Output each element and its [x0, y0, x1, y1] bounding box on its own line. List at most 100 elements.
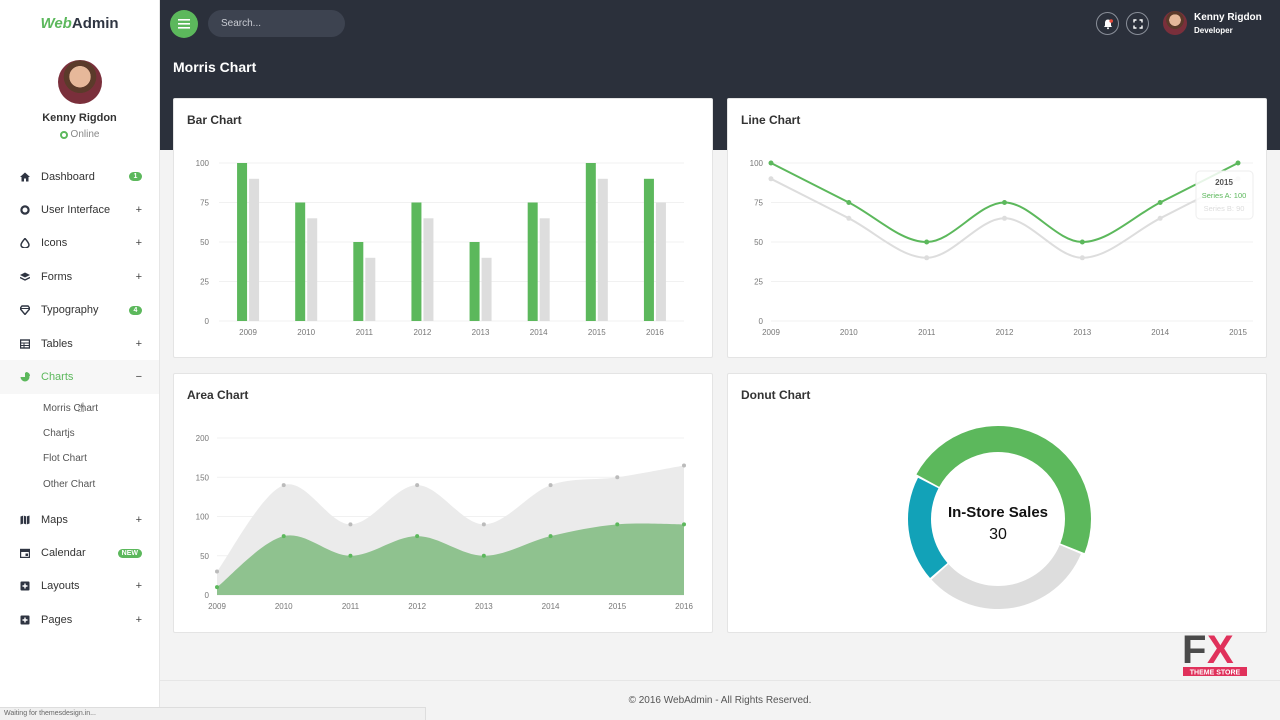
donut-slice[interactable] — [931, 545, 1081, 609]
bar[interactable] — [539, 218, 550, 321]
data-point[interactable] — [846, 200, 852, 205]
data-point[interactable] — [415, 483, 420, 488]
brand-logo[interactable]: Web Admin — [40, 14, 119, 32]
sidebar-item-tables[interactable]: Tables + — [0, 327, 159, 360]
expand-icon[interactable]: + — [135, 337, 142, 350]
bar[interactable] — [643, 178, 654, 321]
collapse-icon[interactable]: − — [135, 371, 142, 384]
bell-icon — [1103, 18, 1113, 29]
bar[interactable] — [295, 202, 306, 322]
avatar — [1163, 11, 1187, 35]
bar[interactable] — [353, 242, 364, 321]
fullscreen-button[interactable] — [1126, 12, 1149, 35]
data-point[interactable] — [481, 522, 486, 527]
data-point[interactable] — [281, 534, 286, 539]
bar[interactable] — [597, 178, 608, 321]
search-input[interactable] — [208, 10, 345, 37]
x-tick-label: 2011 — [342, 602, 360, 611]
svg-text:F: F — [1182, 628, 1205, 672]
bar[interactable] — [655, 202, 666, 322]
y-tick-label: 75 — [200, 199, 209, 208]
data-point[interactable] — [548, 534, 553, 539]
expand-icon[interactable]: + — [135, 237, 142, 250]
area-chart-card: Area Chart 0 50 100 150 200 2009 2010 2011 2012 2… — [173, 373, 713, 633]
submenu-item-other-chart[interactable]: Other Chart — [43, 478, 96, 490]
data-point[interactable] — [1157, 200, 1163, 205]
bar[interactable] — [469, 242, 480, 321]
bar[interactable] — [365, 257, 376, 321]
x-tick-label: 2014 — [530, 328, 548, 337]
submenu-item-flot-chart[interactable]: Flot Chart — [43, 453, 87, 465]
sidebar-item-dashboard[interactable]: Dashboard 1 — [0, 160, 159, 193]
data-point[interactable] — [348, 553, 353, 558]
sidebar-item-calendar[interactable]: Calendar NEW — [0, 536, 159, 569]
donut-slice[interactable] — [916, 426, 1091, 554]
expand-icon[interactable]: + — [135, 270, 142, 283]
bar[interactable] — [411, 202, 422, 322]
sidebar-item-charts[interactable]: Charts − — [0, 360, 159, 394]
data-point[interactable] — [768, 160, 774, 166]
submenu-item-morris-chart[interactable]: Morris Chart — [43, 402, 99, 414]
data-point[interactable] — [1157, 215, 1163, 221]
chart-tooltip: 2015 Series A: 100 Series B: 90 — [1195, 170, 1254, 220]
sidebar-item-label: Calendar — [41, 547, 86, 559]
data-point[interactable] — [615, 522, 620, 527]
data-point[interactable] — [1002, 215, 1007, 221]
user-menu[interactable]: Kenny Rigdon Developer — [1163, 11, 1262, 35]
data-point[interactable] — [415, 534, 420, 539]
x-tick-label: 2015 — [608, 602, 626, 611]
notifications-button[interactable] — [1096, 12, 1119, 35]
data-point[interactable] — [682, 463, 686, 468]
footer: © 2016 WebAdmin - All Rights Reserved. — [160, 680, 1280, 720]
data-point[interactable] — [1079, 255, 1085, 261]
menu-toggle-button[interactable] — [170, 10, 198, 38]
data-point[interactable] — [924, 255, 930, 261]
bar[interactable] — [527, 202, 538, 322]
data-point[interactable] — [215, 569, 219, 574]
data-point[interactable] — [481, 553, 486, 558]
bar[interactable] — [249, 178, 260, 321]
data-point[interactable] — [615, 475, 620, 480]
expand-icon[interactable]: + — [135, 613, 142, 626]
data-point[interactable] — [1002, 200, 1007, 205]
bar[interactable] — [423, 218, 434, 321]
submenu-item-chartjs[interactable]: Chartjs — [43, 428, 75, 440]
avatar[interactable] — [57, 60, 102, 104]
sidebar-item-forms[interactable]: Forms + — [0, 260, 159, 293]
data-point[interactable] — [548, 483, 553, 488]
data-point[interactable] — [924, 239, 930, 245]
bar[interactable] — [481, 257, 492, 321]
data-point[interactable] — [846, 215, 852, 221]
expand-icon[interactable]: + — [135, 580, 142, 593]
expand-icon[interactable]: + — [135, 204, 142, 217]
layers-icon — [20, 272, 30, 281]
x-tick-label: 2013 — [1073, 328, 1091, 337]
diamond-icon — [20, 305, 30, 316]
x-tick-label: 2009 — [762, 328, 780, 337]
bar[interactable] — [237, 163, 248, 321]
donut-slice[interactable] — [908, 477, 948, 579]
x-tick-label: 2010 — [840, 328, 858, 337]
y-tick-label: 75 — [754, 199, 763, 208]
sidebar-item-maps[interactable]: Maps + — [0, 503, 159, 536]
bar[interactable] — [585, 163, 596, 321]
sidebar-item-pages[interactable]: Pages + — [0, 603, 159, 636]
sidebar-item-typography[interactable]: Typography 4 — [0, 294, 159, 327]
data-point[interactable] — [281, 483, 286, 488]
data-point[interactable] — [1235, 160, 1241, 166]
sidebar-item-label: Maps — [41, 513, 68, 526]
bar[interactable] — [307, 218, 318, 321]
data-point[interactable] — [768, 176, 774, 182]
line-chart-card: Line Chart 0 25 50 75 100 2009 2010 2011 2012 201… — [727, 98, 1267, 358]
expand-icon[interactable]: + — [135, 513, 142, 526]
sidebar-item-icons[interactable]: Icons + — [0, 227, 159, 260]
data-point[interactable] — [215, 585, 219, 590]
data-point[interactable] — [1079, 239, 1085, 245]
sidebar-item-layouts[interactable]: Layouts + — [0, 570, 159, 603]
sidebar-item-user-interface[interactable]: User Interface + — [0, 193, 159, 226]
data-point[interactable] — [682, 522, 686, 527]
data-point[interactable] — [348, 522, 353, 527]
y-tick-label: 0 — [759, 317, 764, 326]
x-tick-label: 2009 — [239, 328, 257, 337]
charts-submenu: Morris Chart Chartjs Flot Chart Other Chart — [0, 394, 159, 503]
